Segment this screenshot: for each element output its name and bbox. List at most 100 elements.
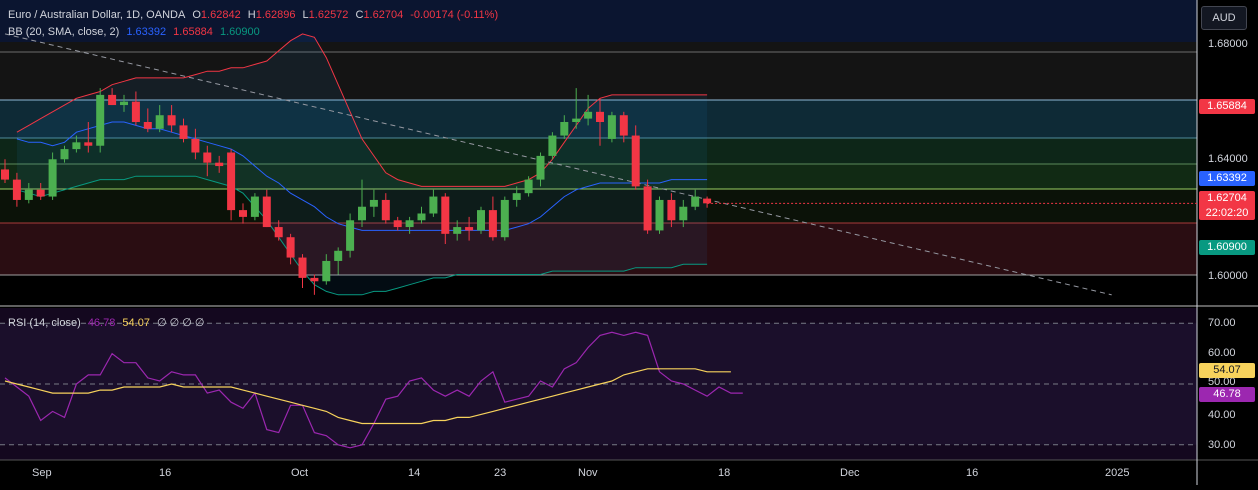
candle-body — [679, 206, 688, 221]
candle-body — [72, 142, 81, 150]
candle-body — [536, 155, 545, 180]
candle-body — [477, 210, 485, 231]
candle-body — [465, 227, 474, 231]
candle-body — [691, 196, 700, 207]
candle-body — [250, 196, 259, 217]
candle-body — [179, 125, 188, 139]
symbol-title: Euro / Australian Dollar, 1D, OANDA — [8, 9, 186, 21]
candle-body — [1, 169, 9, 180]
time-axis-label: Sep — [32, 467, 52, 479]
candle-body — [358, 206, 366, 221]
candle-body — [36, 189, 45, 197]
price-zone-band — [0, 164, 1197, 189]
bb-upper-badge: 1.65884 — [1199, 99, 1255, 114]
candle-body — [120, 101, 128, 106]
candle-body — [215, 162, 224, 167]
bb-basis-badge: 1.63392 — [1199, 171, 1255, 186]
candle-body — [631, 135, 640, 187]
candle-body — [298, 257, 307, 278]
candle-body — [131, 101, 140, 122]
candle-body — [643, 186, 652, 231]
candle-body — [262, 196, 271, 228]
candle-body — [655, 199, 664, 231]
candle-body — [286, 237, 295, 258]
change-value: -0.00174 (-0.11%) — [410, 9, 499, 21]
price-zone-band — [0, 138, 1197, 164]
bb-upper-value: 1.65884 — [173, 26, 213, 38]
candle-body — [96, 94, 105, 146]
price-zone-band — [0, 0, 1197, 42]
candle-body — [393, 220, 402, 228]
bb-label: BB (20, SMA, close, 2) — [8, 26, 120, 38]
candle-body — [429, 196, 438, 214]
candle-body — [524, 179, 533, 194]
trendline — [4, 33, 1112, 296]
bb-legend: BB (20, SMA, close, 2) 1.63392 1.65884 1… — [8, 26, 264, 38]
rsi-axis-label: 60.00 — [1208, 347, 1236, 359]
rsi-ma-value: 54.07 — [122, 317, 150, 329]
time-axis-label: 16 — [966, 467, 979, 479]
candle-body — [155, 115, 164, 129]
candle-body — [417, 213, 426, 221]
candle-body — [12, 179, 21, 200]
candle-body — [703, 198, 712, 204]
time-axis-label: 2025 — [1105, 467, 1130, 479]
price-axis-label: 1.64000 — [1208, 153, 1248, 165]
candle-body — [441, 196, 450, 234]
currency-button[interactable]: AUD — [1201, 6, 1247, 30]
close-price-badge: 1.62704 22:02:20 — [1199, 191, 1255, 220]
rsi-extras: ∅ ∅ ∅ ∅ — [157, 317, 205, 329]
candle-body — [453, 227, 462, 234]
candle-body — [48, 159, 57, 197]
rsi-axis-label: 50.00 — [1208, 376, 1236, 388]
candle-body — [607, 115, 616, 139]
candle-body — [239, 210, 247, 217]
candle-body — [334, 250, 343, 261]
symbol-legend: Euro / Australian Dollar, 1D, OANDA O1.6… — [8, 9, 502, 21]
price-zone-band — [0, 223, 1197, 275]
high-label: H — [247, 9, 256, 21]
time-axis-label: 16 — [159, 467, 172, 479]
candle-countdown: 22:02:20 — [1205, 207, 1249, 219]
candle-body — [274, 227, 283, 238]
rsi-ma-line — [4, 368, 731, 425]
candle-body — [191, 138, 200, 153]
candle-body — [84, 142, 93, 146]
close-price-value: 1.62704 — [1207, 192, 1247, 204]
candle-body — [227, 152, 236, 211]
rsi-legend: RSI (14, close) 46.78 54.07 ∅ ∅ ∅ ∅ — [8, 316, 209, 329]
candle-body — [667, 199, 676, 221]
rsi-axis-label: 40.00 — [1208, 409, 1236, 421]
candle-body — [512, 193, 521, 200]
rsi-value: 46.78 — [87, 317, 116, 329]
candle-body — [405, 220, 414, 228]
candle-body — [560, 122, 569, 136]
candle-body — [203, 152, 212, 163]
candle-body — [108, 94, 117, 106]
bb-upper-line — [16, 33, 708, 187]
time-axis-label: Oct — [291, 467, 309, 479]
candle-body — [572, 118, 581, 122]
candle-body — [60, 149, 69, 160]
candle-body — [548, 135, 557, 156]
candle-body — [167, 115, 176, 126]
bb-basis-value: 1.63392 — [126, 26, 167, 38]
candle-body — [488, 210, 497, 238]
candle-body — [596, 111, 604, 122]
time-axis-label: Dec — [840, 467, 860, 479]
bb-basis-line — [16, 121, 708, 231]
time-axis-label: 18 — [718, 467, 731, 479]
close-label: C — [355, 9, 364, 21]
open-value: 1.62842 — [200, 9, 241, 21]
candle-body — [381, 199, 390, 221]
candle-body — [369, 199, 378, 207]
time-axis-label: 14 — [408, 467, 421, 479]
bb-lower-badge: 1.60900 — [1199, 240, 1255, 255]
time-axis-label: Nov — [578, 467, 598, 479]
rsi-axis-label: 30.00 — [1208, 439, 1236, 451]
rsi-label: RSI (14, close) — [8, 317, 81, 329]
candle-body — [500, 199, 509, 238]
low-value: 1.62572 — [308, 9, 349, 21]
